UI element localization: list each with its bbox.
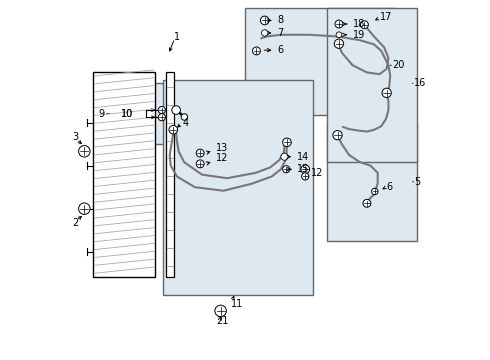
Text: 9: 9	[98, 109, 104, 119]
Text: 4: 4	[182, 118, 188, 128]
FancyBboxPatch shape	[112, 83, 213, 144]
Text: 16: 16	[414, 78, 426, 88]
Circle shape	[158, 107, 166, 114]
Text: 17: 17	[379, 12, 392, 22]
Circle shape	[196, 160, 204, 168]
Circle shape	[283, 166, 290, 173]
Bar	[166, 72, 174, 277]
Circle shape	[260, 16, 269, 25]
Circle shape	[334, 39, 343, 48]
Circle shape	[301, 165, 310, 174]
Text: 18: 18	[343, 19, 365, 29]
Circle shape	[363, 199, 371, 207]
Text: 10: 10	[122, 109, 134, 119]
Text: 12: 12	[311, 168, 324, 178]
Text: 6: 6	[387, 182, 393, 192]
FancyBboxPatch shape	[163, 80, 313, 295]
Circle shape	[181, 114, 188, 120]
Text: 21: 21	[216, 316, 229, 325]
Text: 3: 3	[72, 132, 78, 142]
Text: 11: 11	[231, 299, 243, 309]
Text: 5: 5	[414, 177, 420, 187]
Text: 8: 8	[268, 15, 283, 26]
Circle shape	[361, 21, 368, 29]
Circle shape	[262, 30, 268, 36]
FancyBboxPatch shape	[327, 123, 417, 241]
Text: 2: 2	[72, 218, 78, 228]
Text: 14: 14	[287, 152, 309, 162]
Circle shape	[302, 173, 309, 180]
Circle shape	[336, 32, 342, 38]
Text: 15: 15	[287, 164, 309, 174]
Circle shape	[158, 114, 166, 121]
Text: 12: 12	[206, 153, 229, 165]
Text: 7: 7	[268, 28, 284, 38]
Circle shape	[78, 203, 90, 215]
Text: 10: 10	[122, 109, 134, 119]
Text: 20: 20	[392, 60, 404, 70]
Circle shape	[78, 145, 90, 157]
FancyBboxPatch shape	[327, 8, 417, 162]
FancyBboxPatch shape	[245, 8, 395, 116]
Text: 19: 19	[343, 30, 365, 40]
Circle shape	[335, 20, 343, 28]
Circle shape	[283, 138, 291, 147]
Circle shape	[281, 153, 288, 160]
Circle shape	[371, 188, 378, 195]
Circle shape	[333, 131, 342, 140]
Circle shape	[196, 149, 204, 157]
Bar	[93, 72, 155, 277]
Text: 13: 13	[206, 143, 228, 154]
Text: 1: 1	[174, 32, 180, 41]
Circle shape	[215, 305, 226, 317]
Circle shape	[382, 88, 392, 98]
Text: 6: 6	[264, 45, 283, 55]
Circle shape	[169, 126, 177, 134]
Circle shape	[252, 47, 260, 55]
Circle shape	[172, 106, 180, 114]
